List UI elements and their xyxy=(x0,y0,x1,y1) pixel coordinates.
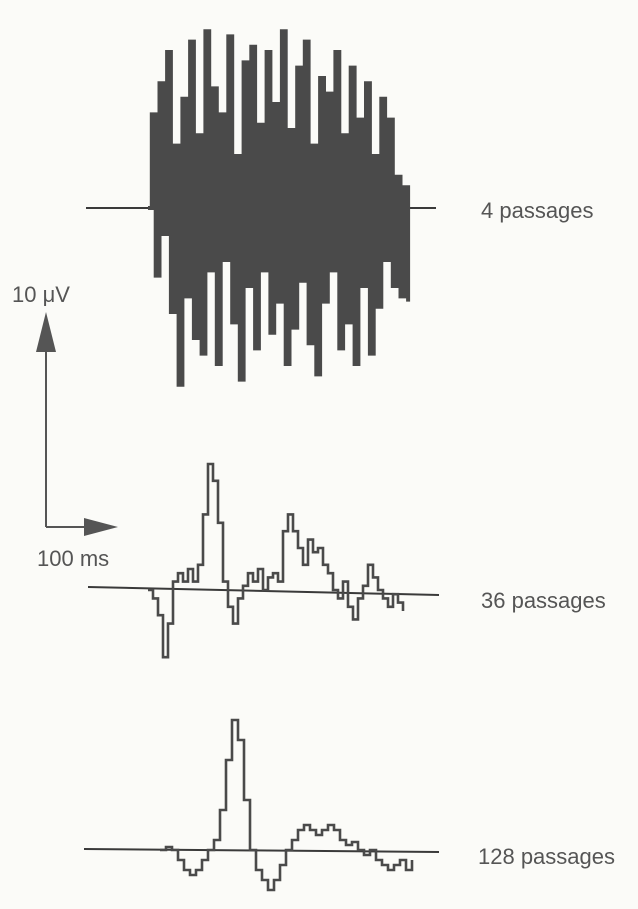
scale-bar-vertical-arrowhead xyxy=(36,312,56,352)
trace-panel-4-passages: 4 passages xyxy=(86,29,594,387)
baseline-128-passages xyxy=(83,848,440,853)
scale-bar-voltage-label: 10 μV xyxy=(12,282,70,307)
scale-bar: 10 μV 100 ms xyxy=(12,282,118,571)
trace-36-passages xyxy=(148,462,405,659)
scale-bar-time-label: 100 ms xyxy=(37,546,109,571)
scale-bar-horizontal-arrowhead xyxy=(84,518,118,536)
trace-128-passages xyxy=(160,718,414,892)
trace-panel-128-passages: 128 passages xyxy=(83,718,615,892)
trace-label-128-passages: 128 passages xyxy=(478,844,615,869)
trace-panel-36-passages: 36 passages xyxy=(87,462,606,659)
trace-label-4-passages: 4 passages xyxy=(481,198,594,223)
trace-label-36-passages: 36 passages xyxy=(481,588,606,613)
trace-4-passages xyxy=(148,29,411,387)
